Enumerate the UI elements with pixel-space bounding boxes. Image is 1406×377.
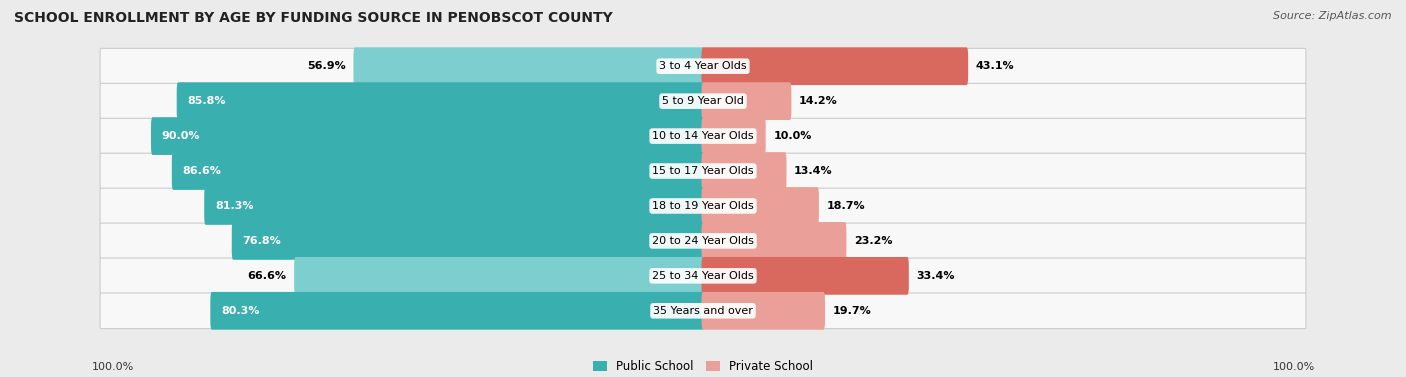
FancyBboxPatch shape [702,117,766,155]
FancyBboxPatch shape [702,82,792,120]
FancyBboxPatch shape [100,188,1306,224]
Text: 3 to 4 Year Olds: 3 to 4 Year Olds [659,61,747,71]
FancyBboxPatch shape [100,83,1306,119]
FancyBboxPatch shape [702,187,818,225]
Text: 10.0%: 10.0% [773,131,811,141]
Text: 20 to 24 Year Olds: 20 to 24 Year Olds [652,236,754,246]
Text: 5 to 9 Year Old: 5 to 9 Year Old [662,96,744,106]
FancyBboxPatch shape [100,48,1306,84]
Text: 86.6%: 86.6% [183,166,221,176]
Text: 15 to 17 Year Olds: 15 to 17 Year Olds [652,166,754,176]
FancyBboxPatch shape [211,292,704,329]
Text: 25 to 34 Year Olds: 25 to 34 Year Olds [652,271,754,281]
Text: 66.6%: 66.6% [247,271,287,281]
FancyBboxPatch shape [232,222,704,260]
Text: 80.3%: 80.3% [221,306,260,316]
FancyBboxPatch shape [100,118,1306,154]
Text: SCHOOL ENROLLMENT BY AGE BY FUNDING SOURCE IN PENOBSCOT COUNTY: SCHOOL ENROLLMENT BY AGE BY FUNDING SOUR… [14,11,613,25]
FancyBboxPatch shape [177,82,704,120]
FancyBboxPatch shape [150,117,704,155]
Text: 56.9%: 56.9% [307,61,346,71]
Text: 76.8%: 76.8% [242,236,281,246]
Text: 23.2%: 23.2% [853,236,893,246]
FancyBboxPatch shape [204,187,704,225]
Text: 10 to 14 Year Olds: 10 to 14 Year Olds [652,131,754,141]
FancyBboxPatch shape [294,257,704,295]
Legend: Public School, Private School: Public School, Private School [588,355,818,377]
Text: 19.7%: 19.7% [832,306,872,316]
Text: Source: ZipAtlas.com: Source: ZipAtlas.com [1274,11,1392,21]
FancyBboxPatch shape [172,152,704,190]
FancyBboxPatch shape [353,48,704,85]
Text: 43.1%: 43.1% [976,61,1014,71]
FancyBboxPatch shape [702,257,908,295]
Text: 18.7%: 18.7% [827,201,865,211]
Text: 90.0%: 90.0% [162,131,200,141]
FancyBboxPatch shape [100,293,1306,329]
FancyBboxPatch shape [100,223,1306,259]
Text: 85.8%: 85.8% [187,96,226,106]
FancyBboxPatch shape [100,258,1306,294]
FancyBboxPatch shape [702,292,825,329]
Text: 35 Years and over: 35 Years and over [652,306,754,316]
Text: 33.4%: 33.4% [917,271,955,281]
FancyBboxPatch shape [702,222,846,260]
Text: 13.4%: 13.4% [794,166,832,176]
Text: 100.0%: 100.0% [1272,362,1315,372]
FancyBboxPatch shape [702,152,786,190]
Text: 100.0%: 100.0% [91,362,134,372]
Text: 18 to 19 Year Olds: 18 to 19 Year Olds [652,201,754,211]
FancyBboxPatch shape [702,48,969,85]
Text: 14.2%: 14.2% [799,96,838,106]
FancyBboxPatch shape [100,153,1306,189]
Text: 81.3%: 81.3% [215,201,253,211]
